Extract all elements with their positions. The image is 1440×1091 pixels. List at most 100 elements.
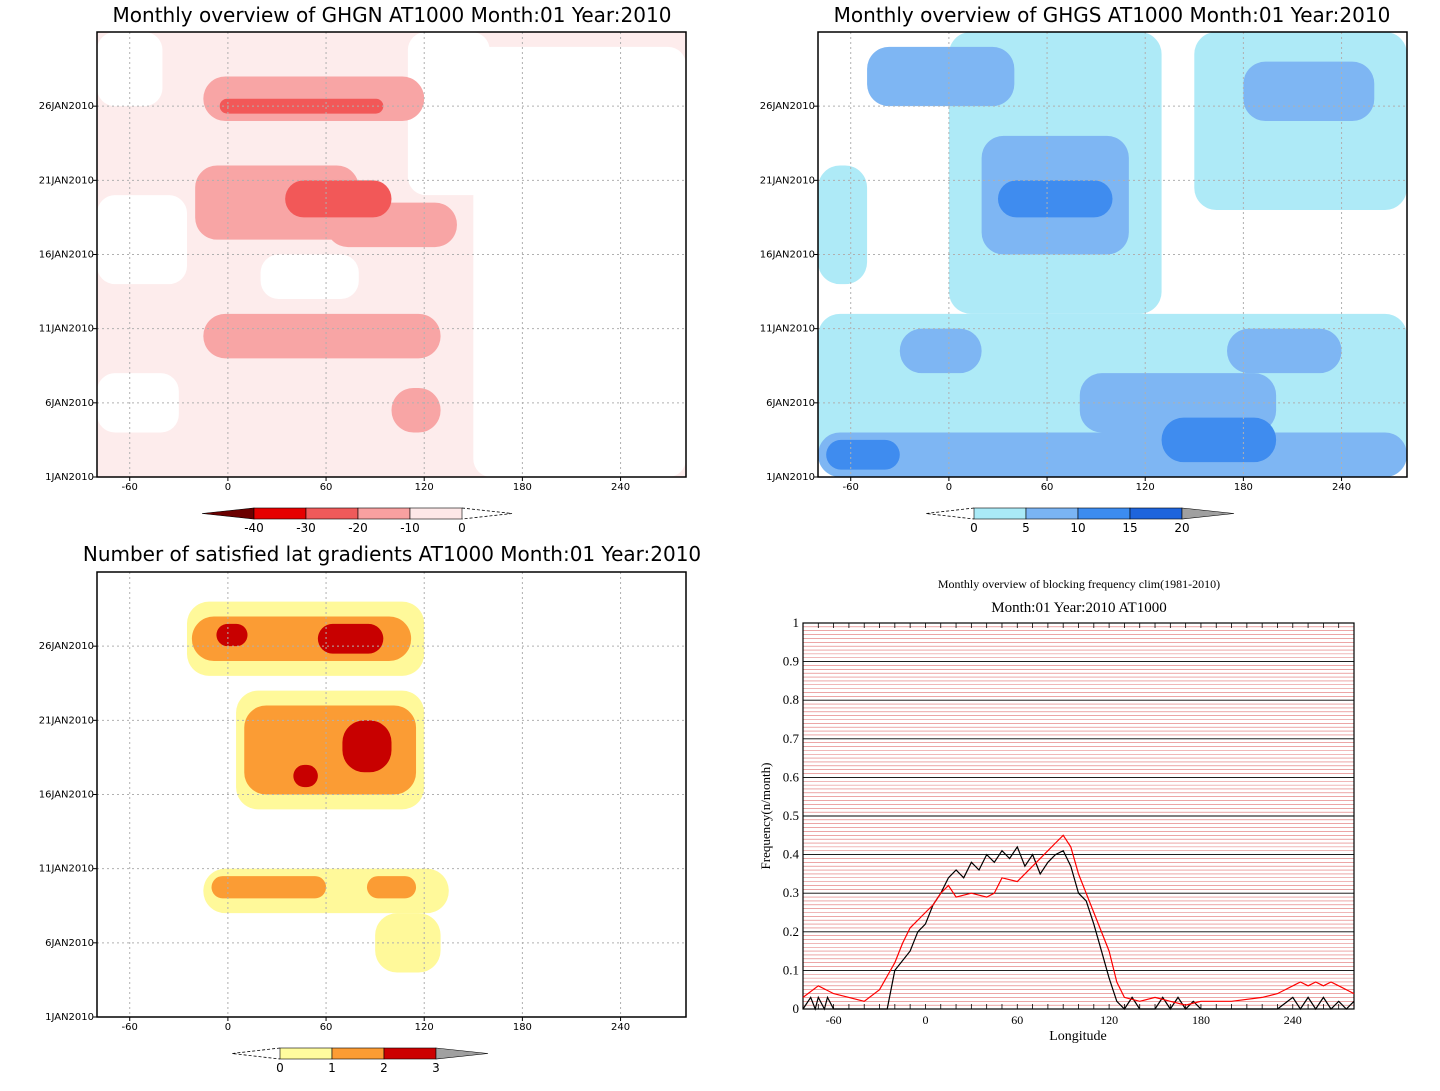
colorbar-tick: 5 (1022, 521, 1030, 535)
y-tick-label: 0.5 (783, 808, 799, 823)
region-level-3 (342, 720, 392, 773)
region-level-2 (1227, 328, 1342, 374)
panel-ghgs: Monthly overview of GHGS AT1000 Month:01… (760, 3, 1408, 535)
colorbar-tick: -40 (244, 521, 264, 535)
colorbar-tick: 2 (380, 1061, 388, 1075)
region-blank (97, 195, 187, 285)
x-tick-label: -60 (122, 1022, 138, 1033)
colorbar-extend-low (201, 507, 255, 520)
chart-title: Monthly overview of GHGS AT1000 Month:01… (834, 3, 1391, 27)
x-tick-label: 60 (320, 1022, 333, 1033)
x-tick-label: 180 (513, 482, 532, 493)
colorbar-tick: 20 (1174, 521, 1189, 535)
region-level-3 (997, 180, 1113, 218)
region-blank (407, 32, 490, 196)
series-line-red (802, 834, 1355, 1006)
colorbar-tick: -20 (348, 521, 368, 535)
panel-ghgn: Monthly overview of GHGN AT1000 Month:01… (39, 3, 687, 535)
y-tick-label: 11JAN2010 (39, 324, 94, 335)
y-tick-label: 1JAN2010 (766, 472, 815, 483)
y-tick-label: 16JAN2010 (39, 790, 94, 801)
region-level-2 (899, 328, 982, 374)
colorbar-segment (279, 1047, 333, 1060)
colorbar-tick: -30 (296, 521, 316, 535)
y-axis-label: Frequency(n/month) (758, 763, 773, 870)
region-blank (260, 254, 359, 299)
region-level-2 (1243, 61, 1375, 121)
panel-lat-gradients: Number of satisfied lat gradients AT1000… (39, 542, 701, 1075)
y-tick-label: 6JAN2010 (45, 938, 94, 949)
region-level-3 (216, 623, 248, 647)
y-tick-label: 0.1 (783, 962, 799, 977)
colorbar-segment (1077, 507, 1131, 520)
region-level-2 (285, 180, 392, 218)
x-tick-label: 120 (1100, 1013, 1118, 1027)
colorbar-tick: 3 (432, 1061, 440, 1075)
region-level-2 (818, 432, 1407, 477)
y-tick-label: 6JAN2010 (45, 398, 94, 409)
region-blank (97, 32, 163, 107)
x-tick-label: -60 (122, 482, 138, 493)
chart-title: Monthly overview of blocking frequency c… (938, 577, 1220, 591)
x-tick-label: -60 (826, 1013, 842, 1027)
y-tick-label: 16JAN2010 (39, 250, 94, 261)
x-tick-label: 180 (513, 1022, 532, 1033)
region-level-2 (219, 98, 384, 114)
y-tick-label: 0.8 (783, 692, 799, 707)
y-tick-label: 0 (793, 1001, 800, 1016)
colorbar-extend-low (231, 1047, 281, 1060)
region-level-2 (867, 46, 1015, 107)
region-level-2 (366, 876, 417, 899)
region-level-3 (826, 439, 900, 470)
chart-title: Number of satisfied lat gradients AT1000… (83, 542, 701, 566)
x-tick-label: 240 (1332, 482, 1351, 493)
colorbar-extend-low (925, 507, 975, 520)
colorbar-segment (253, 507, 307, 520)
y-tick-label: 21JAN2010 (760, 175, 815, 186)
colorbar-segment (383, 1047, 437, 1060)
colorbar-extend-high (435, 1047, 489, 1060)
colorbar-segment (973, 507, 1027, 520)
chart-subtitle: Month:01 Year:2010 AT1000 (991, 600, 1166, 616)
x-tick-label: 0 (946, 482, 952, 493)
y-tick-label: 0.9 (783, 654, 799, 669)
colorbar-tick: 0 (970, 521, 978, 535)
x-axis-label: Longitude (1049, 1029, 1107, 1044)
y-tick-label: 26JAN2010 (760, 101, 815, 112)
region-level-2 (211, 876, 327, 899)
y-tick-label: 0.6 (783, 769, 800, 784)
y-tick-label: 26JAN2010 (39, 101, 94, 112)
x-tick-label: 60 (1041, 482, 1054, 493)
y-tick-label: 1 (793, 615, 800, 630)
y-tick-label: 0.4 (783, 847, 800, 862)
x-tick-label: 120 (415, 482, 434, 493)
x-tick-label: 240 (611, 482, 630, 493)
region-blank (473, 46, 686, 477)
colorbar-tick: -10 (400, 521, 420, 535)
x-tick-label: 0 (225, 482, 231, 493)
region-level-1 (391, 388, 441, 433)
colorbar: -40 -30 -20 -10 0 (201, 507, 513, 535)
panel-blocking-frequency: Monthly overview of blocking frequency c… (758, 577, 1355, 1044)
colorbar: 0 1 2 3 (231, 1047, 489, 1075)
y-tick-label: 6JAN2010 (766, 398, 815, 409)
x-tick-label: 240 (611, 1022, 630, 1033)
region-level-3 (293, 764, 318, 788)
y-tick-label: 16JAN2010 (760, 250, 815, 261)
x-tick-label: 0 (922, 1013, 928, 1027)
colorbar-segment (331, 1047, 385, 1060)
colorbar-segment (1129, 507, 1183, 520)
y-tick-label: 0.7 (783, 731, 800, 746)
chart-title: Monthly overview of GHGN AT1000 Month:01… (113, 3, 672, 27)
colorbar-extend-high (1181, 507, 1235, 520)
y-tick-label: 21JAN2010 (39, 715, 94, 726)
x-tick-label: 60 (1011, 1013, 1023, 1027)
region-level-3 (1161, 417, 1277, 463)
region-level-3 (317, 623, 384, 654)
y-tick-label: 11JAN2010 (760, 324, 815, 335)
x-tick-label: 120 (415, 1022, 434, 1033)
x-tick-label: 60 (320, 482, 333, 493)
x-tick-label: 180 (1192, 1013, 1210, 1027)
y-tick-label: 0.2 (783, 924, 799, 939)
